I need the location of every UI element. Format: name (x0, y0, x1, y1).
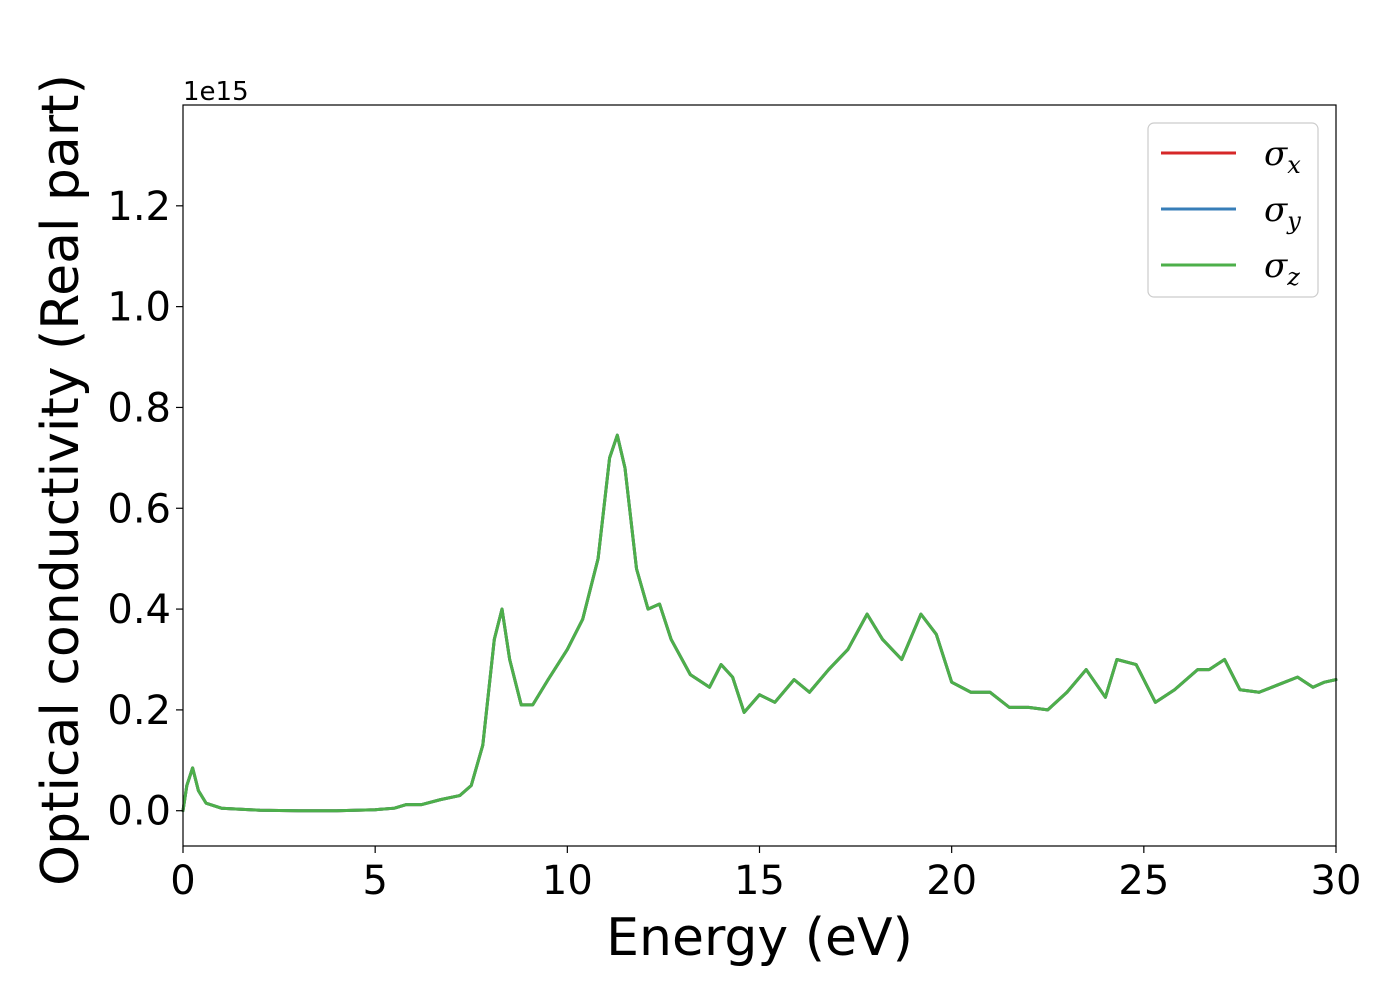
y-tick-label: 0.0 (107, 789, 171, 835)
x-tick-label: 20 (926, 858, 977, 904)
legend-label-z: σz (1264, 246, 1300, 291)
x-tick-label: 25 (1118, 858, 1169, 904)
x-tick-label: 0 (170, 858, 195, 904)
y-tick-label: 1.2 (107, 184, 171, 230)
legend: σx σy σz (1147, 122, 1319, 298)
series-layer (181, 433, 1338, 813)
series-line-z (181, 433, 1338, 813)
y-tick-label: 1.0 (107, 285, 171, 331)
x-tick-label: 30 (1311, 858, 1362, 904)
y-tick-label: 0.2 (107, 688, 171, 734)
y-axis-label: Optical conductivity (Real part) (31, 74, 91, 886)
legend-label-y: σy (1264, 190, 1301, 235)
x-axis-ticks: 0 5 10 15 20 25 30 (170, 846, 1361, 904)
x-tick-label: 5 (362, 858, 387, 904)
y-tick-label: 0.6 (107, 486, 171, 532)
y-axis-offset-label: 1e15 (183, 77, 249, 107)
legend-label-x: σx (1264, 134, 1301, 179)
x-tick-label: 10 (542, 858, 593, 904)
y-axis-ticks: 0.0 0.2 0.4 0.6 0.8 1.0 1.2 (107, 184, 183, 835)
x-tick-label: 15 (734, 858, 785, 904)
y-tick-label: 0.4 (107, 587, 171, 633)
x-axis-label: Energy (eV) (606, 908, 913, 968)
y-tick-label: 0.8 (107, 385, 171, 431)
